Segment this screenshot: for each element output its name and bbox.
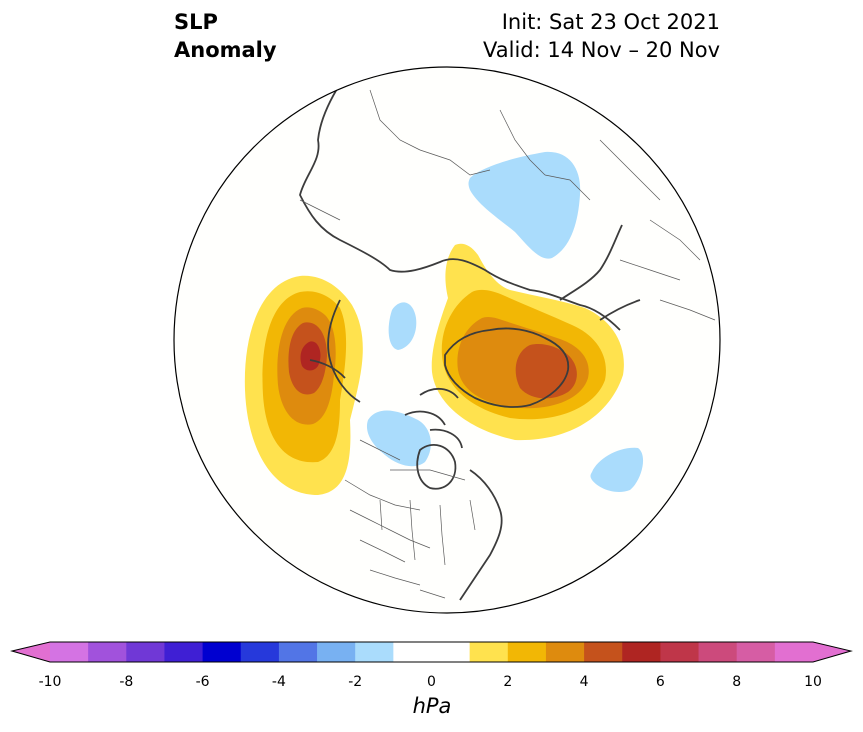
- colorbar-tick: 2: [503, 674, 513, 690]
- colorbar-cell: [164, 642, 204, 662]
- slp-anomaly-map: [173, 66, 721, 614]
- colorbar-cell: [50, 642, 89, 662]
- colorbar-tick: 4: [579, 674, 589, 690]
- colorbar-cell: [469, 642, 509, 662]
- colorbar-cell: [622, 642, 661, 662]
- colorbar-tick: -8: [119, 674, 134, 690]
- anomaly-hudson-low: [366, 410, 431, 467]
- colorbar-cell: [88, 642, 127, 662]
- colorbar-tick: -4: [271, 674, 286, 690]
- political-borders: [299, 89, 716, 599]
- colorbar-tick: 6: [655, 674, 665, 690]
- anomaly-alaska-high: [244, 275, 363, 495]
- colorbar-cell: [507, 642, 547, 662]
- colorbar-cell: [355, 642, 394, 662]
- colorbar-extend-high: [813, 642, 851, 662]
- colorbar-extend-low: [12, 642, 50, 662]
- map-frame: [173, 66, 721, 614]
- colorbar-cell: [317, 642, 356, 662]
- title-line-1: SLP: [174, 10, 218, 34]
- colorbar-cell: [584, 642, 623, 662]
- colorbar-cell: [126, 642, 165, 662]
- colorbar-outline: [10, 641, 853, 663]
- init-date: Init: Sat 23 Oct 2021: [501, 10, 720, 34]
- colorbar-cell: [736, 642, 776, 662]
- forecast-info: Init: Sat 23 Oct 2021 Valid: 14 Nov – 20…: [483, 8, 720, 64]
- colorbar-cell: [774, 642, 814, 662]
- valid-range: Valid: 14 Nov – 20 Nov: [483, 38, 720, 62]
- colorbar-cell: [431, 642, 471, 662]
- colorbar-tick: 10: [804, 674, 822, 690]
- colorbar-cell: [393, 642, 432, 662]
- anomaly-greenland-high: [431, 243, 624, 441]
- colorbar-unit-label: hPa: [412, 694, 452, 718]
- colorbar-tick: -6: [195, 674, 210, 690]
- colorbar-cell: [240, 642, 280, 662]
- colorbar-tick: -10: [38, 674, 62, 690]
- anomaly-atlantic-low: [590, 447, 644, 492]
- map-title: SLP Anomaly: [174, 8, 277, 64]
- colorbar-cell: [698, 642, 738, 662]
- colorbar-tick: 0: [427, 674, 436, 690]
- title-line-2: Anomaly: [174, 38, 277, 62]
- anomaly-beaufort-low: [388, 302, 417, 350]
- colorbar-tick: -2: [348, 674, 363, 690]
- colorbar: [10, 641, 853, 663]
- colorbar-cell: [278, 642, 318, 662]
- colorbar-cell: [202, 642, 242, 662]
- anomaly-scandinavia-low: [468, 151, 581, 259]
- colorbar-tick: 8: [732, 674, 742, 690]
- coastlines: [299, 83, 641, 601]
- colorbar-cell: [545, 642, 585, 662]
- colorbar-cell: [660, 642, 700, 662]
